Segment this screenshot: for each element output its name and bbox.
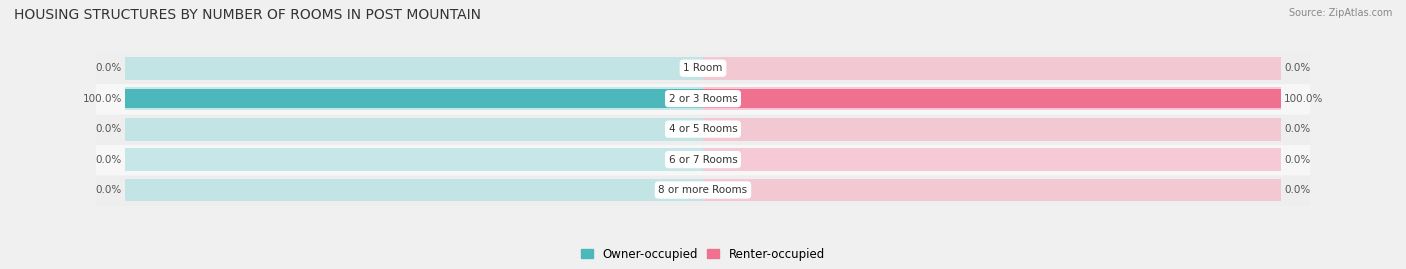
- Text: 2 or 3 Rooms: 2 or 3 Rooms: [669, 94, 737, 104]
- Bar: [703, 118, 1281, 140]
- FancyBboxPatch shape: [96, 174, 1310, 206]
- Text: 0.0%: 0.0%: [1284, 63, 1310, 73]
- Bar: [703, 87, 1281, 110]
- Text: 6 or 7 Rooms: 6 or 7 Rooms: [669, 155, 737, 165]
- Bar: [703, 89, 1281, 108]
- Text: 0.0%: 0.0%: [1284, 185, 1310, 195]
- Bar: [703, 148, 1281, 171]
- Bar: [125, 148, 703, 171]
- Text: 0.0%: 0.0%: [96, 63, 122, 73]
- Text: 100.0%: 100.0%: [1284, 94, 1323, 104]
- Text: 1 Room: 1 Room: [683, 63, 723, 73]
- Text: Source: ZipAtlas.com: Source: ZipAtlas.com: [1288, 8, 1392, 18]
- Legend: Owner-occupied, Renter-occupied: Owner-occupied, Renter-occupied: [576, 243, 830, 265]
- Bar: [703, 57, 1281, 80]
- FancyBboxPatch shape: [96, 113, 1310, 145]
- Text: HOUSING STRUCTURES BY NUMBER OF ROOMS IN POST MOUNTAIN: HOUSING STRUCTURES BY NUMBER OF ROOMS IN…: [14, 8, 481, 22]
- Bar: [125, 57, 703, 80]
- Text: 8 or more Rooms: 8 or more Rooms: [658, 185, 748, 195]
- Text: 0.0%: 0.0%: [1284, 124, 1310, 134]
- Bar: [703, 179, 1281, 201]
- FancyBboxPatch shape: [96, 144, 1310, 175]
- Text: 0.0%: 0.0%: [96, 124, 122, 134]
- Text: 0.0%: 0.0%: [1284, 155, 1310, 165]
- FancyBboxPatch shape: [96, 83, 1310, 115]
- Text: 100.0%: 100.0%: [83, 94, 122, 104]
- Bar: [125, 87, 703, 110]
- FancyBboxPatch shape: [96, 52, 1310, 84]
- Bar: [125, 89, 703, 108]
- Bar: [125, 179, 703, 201]
- Text: 0.0%: 0.0%: [96, 155, 122, 165]
- Text: 0.0%: 0.0%: [96, 185, 122, 195]
- Bar: [125, 118, 703, 140]
- Text: 4 or 5 Rooms: 4 or 5 Rooms: [669, 124, 737, 134]
